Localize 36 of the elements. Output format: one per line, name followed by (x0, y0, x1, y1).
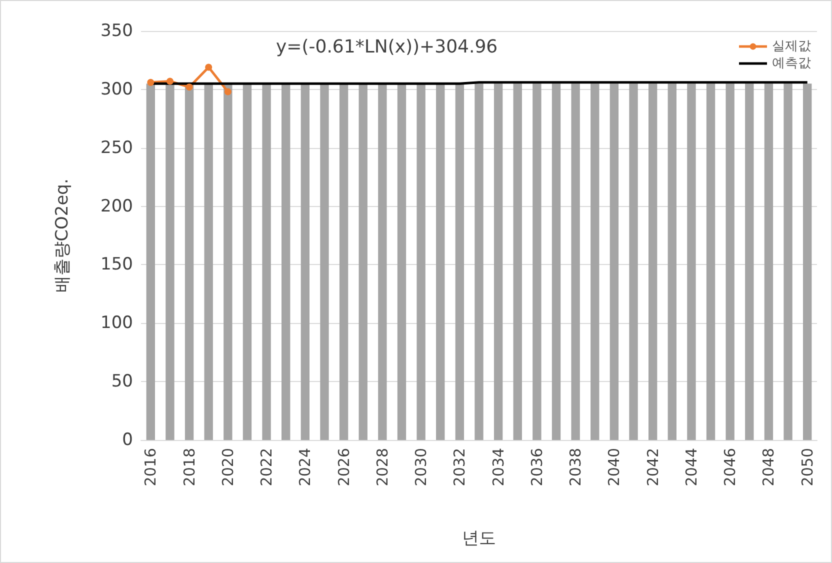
y-tick-label: 0 (122, 430, 133, 450)
y-axis-title: 배출량CO2eq. (52, 178, 72, 292)
y-tick-label: 100 (100, 313, 133, 334)
y-tick-label: 300 (100, 79, 133, 100)
x-axis-title: 년도 (462, 528, 496, 548)
point (205, 64, 212, 71)
annotation: y=(-0.61*LN(x))+304.96 (276, 36, 498, 58)
x-tick-label: 2032 (450, 448, 469, 486)
point (147, 78, 154, 86)
x-tick-label: 2036 (528, 448, 546, 486)
x-tick-label: 2042 (644, 448, 662, 486)
legend-label: 예측값 (772, 56, 811, 71)
y-tick-label: 350 (100, 21, 133, 41)
y-tick-label: 150 (100, 254, 133, 275)
legend-label: 실제값 (772, 39, 811, 54)
x-tick-label: 2050 (798, 448, 816, 486)
x-tick-label: 2028 (373, 448, 392, 486)
y-tick-label: 50 (111, 372, 133, 392)
point (224, 88, 232, 96)
x-tick-label: 2016 (142, 448, 160, 486)
x-tick-label: 2040 (605, 448, 624, 486)
x-tick-label: 2038 (566, 448, 585, 486)
x-tick-label: 2048 (760, 448, 778, 486)
x-tick-label: 2046 (721, 448, 740, 486)
x-tick-label: 2030 (412, 448, 430, 486)
y-tick-label: 200 (100, 196, 133, 216)
x-tick-label: 2034 (489, 448, 508, 486)
x-tick-label: 2044 (682, 448, 700, 486)
x-tick-label: 2018 (180, 448, 198, 486)
point (186, 84, 193, 91)
y-tick-label: 250 (100, 138, 133, 158)
x-tick-label: 2026 (334, 448, 353, 486)
point (166, 78, 174, 85)
x-tick-label: 2024 (296, 448, 314, 486)
x-tick-label: 2022 (258, 448, 276, 486)
x-tick-label: 2020 (218, 448, 237, 486)
